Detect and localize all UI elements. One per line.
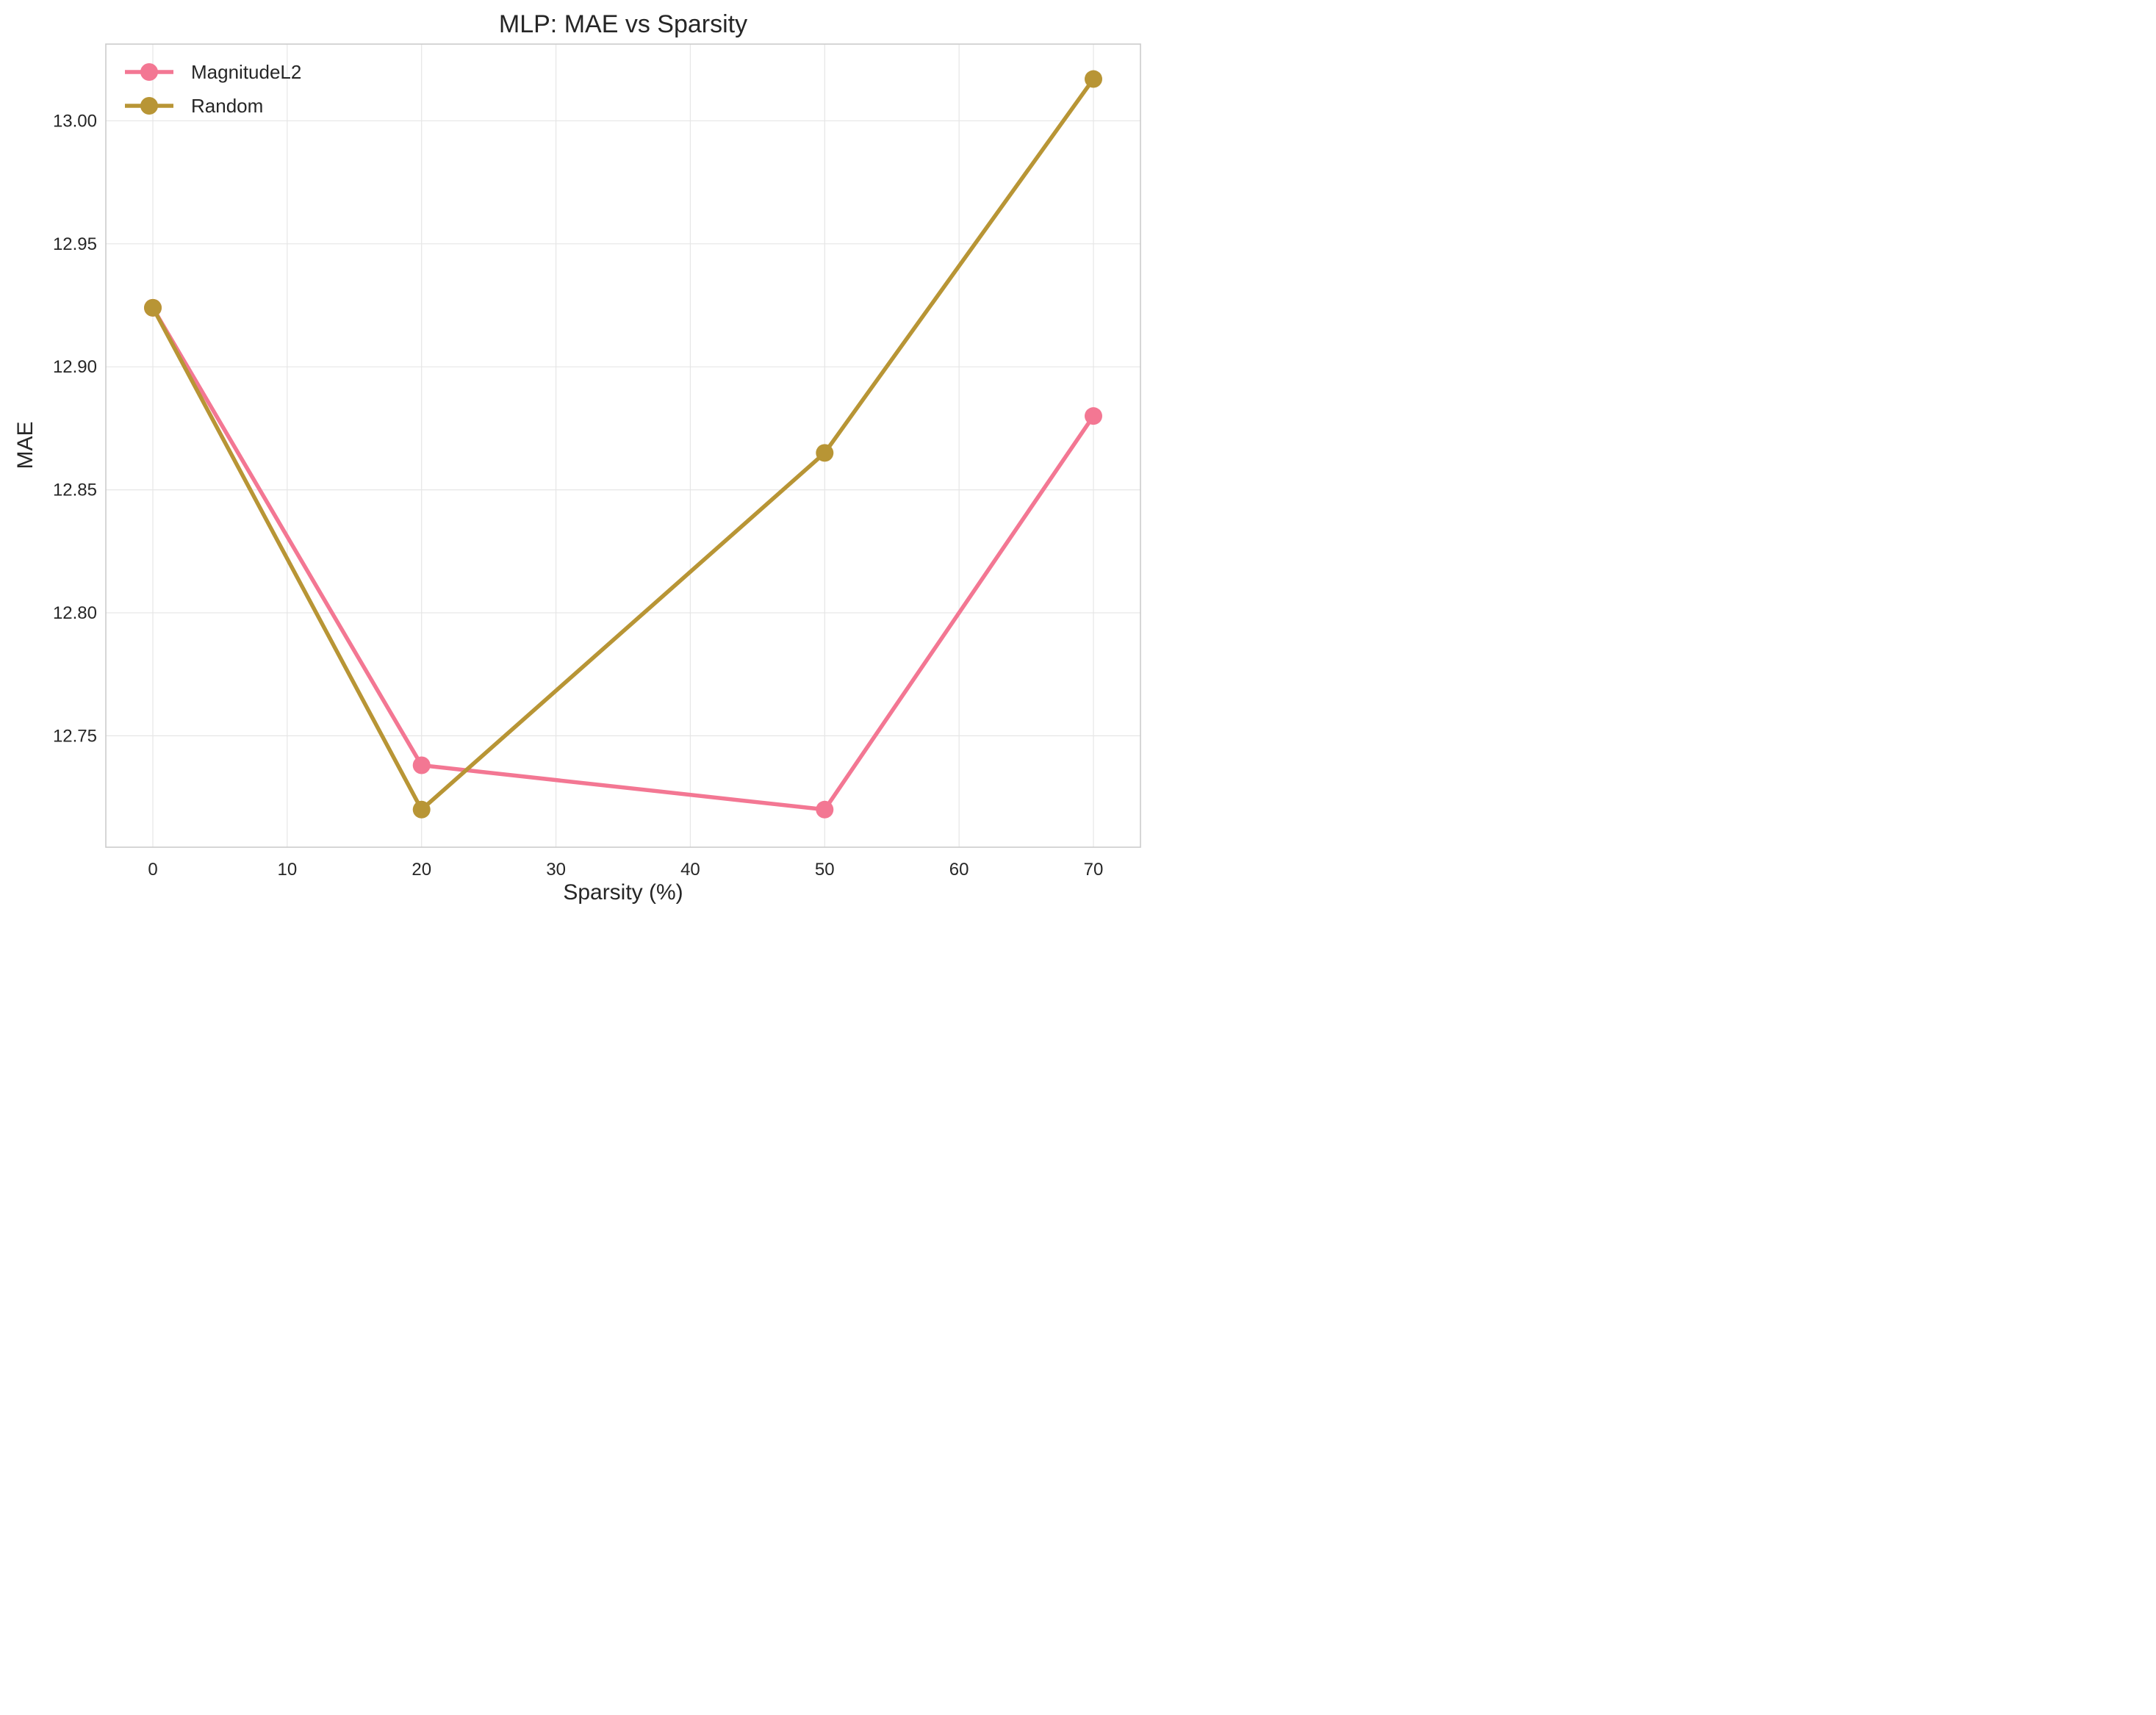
x-tick-label: 20	[412, 860, 431, 880]
legend: MagnitudeL2 Random	[125, 61, 301, 117]
x-tick-label: 0	[148, 860, 157, 880]
tick-labels: 0 10 20 30 40 50 60 70 12.75 12.80 12.85 12.90 12.95…	[53, 111, 1103, 880]
x-tick-label: 50	[815, 860, 835, 880]
plot-frame	[105, 43, 1141, 848]
legend-label: Random	[191, 95, 263, 117]
series-line	[151, 76, 1096, 812]
y-tick-label: 12.75	[53, 726, 97, 746]
x-tick-label: 70	[1084, 860, 1104, 880]
legend-item: MagnitudeL2	[125, 61, 301, 83]
data-point	[816, 444, 834, 462]
legend-marker	[140, 97, 158, 115]
data-point	[412, 756, 431, 774]
data-point	[1085, 70, 1102, 88]
y-tick-label: 12.85	[53, 481, 97, 500]
data-point	[816, 800, 834, 819]
grid-lines	[106, 44, 1140, 847]
y-tick-label: 12.90	[53, 357, 97, 377]
series-random	[144, 70, 1102, 819]
y-tick-label: 12.95	[53, 234, 97, 254]
x-axis-label: Sparsity (%)	[563, 880, 683, 905]
y-tick-label: 12.80	[53, 603, 97, 623]
chart-title: MLP: MAE vs Sparsity	[499, 10, 747, 38]
x-tick-label: 40	[680, 860, 700, 880]
legend-item: Random	[125, 95, 263, 117]
legend-marker	[140, 63, 158, 81]
data-point	[144, 298, 162, 317]
data-point	[412, 800, 431, 819]
legend-label: MagnitudeL2	[191, 61, 301, 83]
x-tick-label: 30	[546, 860, 566, 880]
x-tick-label: 60	[949, 860, 969, 880]
y-tick-label: 13.00	[53, 111, 97, 131]
data-point	[1085, 407, 1102, 425]
y-axis-label: MAE	[13, 421, 37, 469]
line-chart: MLP: MAE vs Sparsity 0 10 20 30 40 50 60 70 12.7…	[13, 10, 1141, 905]
series-group	[144, 70, 1102, 819]
x-tick-label: 10	[278, 860, 298, 880]
series-line	[151, 306, 1096, 812]
